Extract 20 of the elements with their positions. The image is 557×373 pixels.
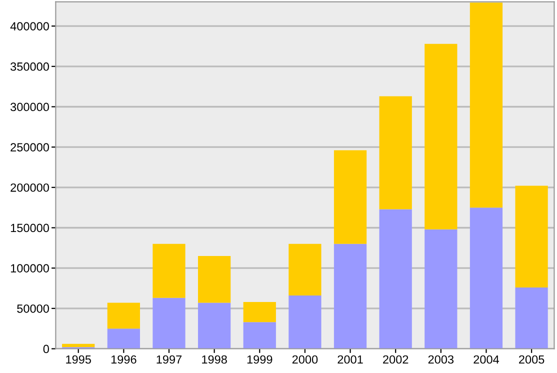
x-tick-label: 2002 [383, 355, 408, 364]
y-tick-label: 400000 [10, 22, 49, 30]
x-tick-label: 1995 [66, 355, 91, 364]
x-tick-label: 2001 [338, 355, 363, 364]
x-tick-label: 2000 [292, 355, 318, 364]
y-tick-label: 0 [43, 344, 49, 354]
x-tick-label: 2003 [428, 355, 454, 364]
x-tick-label: 1997 [156, 355, 182, 364]
y-tick-label: 50000 [17, 304, 49, 313]
y-tick-label: 350000 [10, 62, 49, 71]
y-tick-label: 300000 [10, 102, 49, 112]
x-tick-label: 1999 [247, 355, 272, 364]
x-tick-label: 1996 [111, 355, 136, 364]
y-tick-label: 250000 [10, 143, 49, 152]
y-tick-label: 100000 [10, 264, 49, 272]
x-tick-label: 2005 [519, 355, 544, 364]
y-tick-label: 200000 [10, 183, 49, 192]
x-tick-label: 2004 [474, 355, 500, 364]
y-tick-label: 150000 [10, 224, 49, 232]
x-tick-label: 1998 [202, 355, 227, 364]
